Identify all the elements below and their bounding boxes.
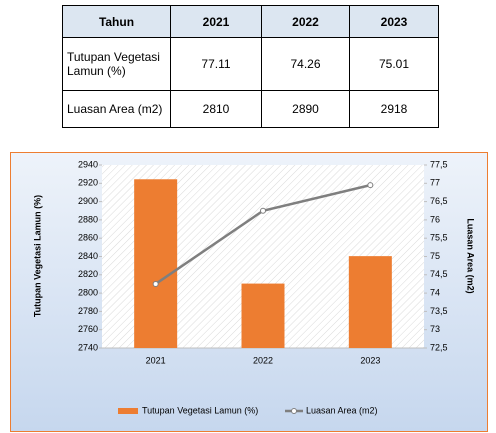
y2-tick-label: 76,5 [430, 196, 448, 206]
header-cell: 2023 [349, 5, 439, 38]
cell: 77.11 [170, 37, 262, 91]
header-cell: Tahun [62, 5, 171, 38]
point [367, 182, 374, 189]
y-tick-label: 2740 [78, 342, 98, 352]
y-tick-label: 2780 [78, 306, 98, 316]
legend-swatch [291, 408, 297, 414]
x-tick-label: 2021 [146, 355, 166, 365]
header-row: Tahun 2021 2022 2023 [62, 5, 439, 38]
y-axis-label: Tutupan Vegetasi Lamun (%) [32, 195, 42, 317]
row: Luasan Area (m2) 2810 2890 2918 [62, 90, 439, 128]
point [260, 207, 266, 214]
x-tick-label: 2022 [253, 355, 273, 365]
y-tick-label: 2760 [78, 324, 98, 334]
y2-axis-label: Luasan Area (m2) [466, 218, 476, 293]
cell: Tutupan Vegetasi Lamun (%) [62, 37, 171, 91]
point [152, 280, 159, 287]
cell: 75.01 [349, 37, 439, 91]
y2-tick-label: 73 [430, 324, 440, 334]
y-tick-label: 2820 [78, 269, 98, 279]
bar [348, 256, 392, 348]
y2-tick-label: 74,5 [430, 269, 448, 279]
legend-label: Tutupan Vegetasi Lamun (%) [142, 405, 258, 415]
legend-label: Luasan Area (m2) [306, 405, 378, 415]
legend-swatch [118, 408, 138, 414]
cell: 2890 [261, 90, 350, 128]
y-tick-label: 2840 [78, 251, 98, 261]
bar [241, 283, 285, 348]
y-tick-label: 2920 [78, 178, 98, 188]
y-tick-label: 2940 [78, 159, 98, 169]
y2-tick-label: 77,5 [430, 159, 448, 169]
y-tick-label: 2860 [78, 233, 98, 243]
bar [134, 179, 178, 348]
y2-tick-label: 75,5 [430, 233, 448, 243]
x-tick-label: 2023 [360, 355, 380, 365]
y2-tick-label: 75 [430, 251, 440, 261]
cell: 2918 [349, 90, 439, 128]
y2-tick-label: 73,5 [430, 306, 448, 316]
y2-tick-label: 74 [430, 287, 440, 297]
cell: Luasan Area (m2) [62, 90, 171, 128]
y2-tick-label: 77 [430, 178, 440, 188]
y-tick-label: 2900 [78, 196, 98, 206]
y-tick-label: 2880 [78, 214, 98, 224]
y-tick-label: 2800 [78, 287, 98, 297]
y2-tick-label: 72,5 [430, 342, 448, 352]
y2-tick-label: 76 [430, 214, 440, 224]
data-table: Tahun 2021 2022 2023 Tutupan Vegetasi La… [62, 5, 439, 128]
